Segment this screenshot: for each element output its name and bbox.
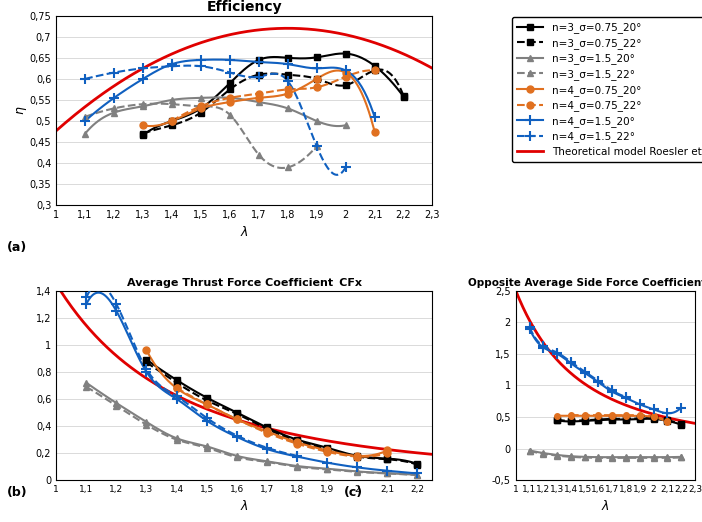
Title: Opposite Average Side Force Coefficient  - CFy: Opposite Average Side Force Coefficient … bbox=[468, 278, 702, 289]
Text: (b): (b) bbox=[7, 486, 27, 499]
Text: (a): (a) bbox=[7, 241, 27, 254]
Text: (c): (c) bbox=[344, 486, 363, 499]
Title: Efficiency: Efficiency bbox=[206, 1, 282, 15]
Title: Average Thrust Force Coefficient  CFx: Average Thrust Force Coefficient CFx bbox=[127, 278, 362, 289]
Y-axis label: η: η bbox=[14, 106, 27, 114]
X-axis label: λ: λ bbox=[241, 500, 248, 513]
X-axis label: λ: λ bbox=[602, 500, 609, 513]
X-axis label: λ: λ bbox=[241, 226, 248, 239]
Legend: n=3_σ=0.75_20°, n=3_σ=0.75_22°, n=3_σ=1.5_20°, n=3_σ=1.5_22°, n=4_σ=0.75_20°, n=: n=3_σ=0.75_20°, n=3_σ=0.75_22°, n=3_σ=1.… bbox=[512, 17, 702, 162]
